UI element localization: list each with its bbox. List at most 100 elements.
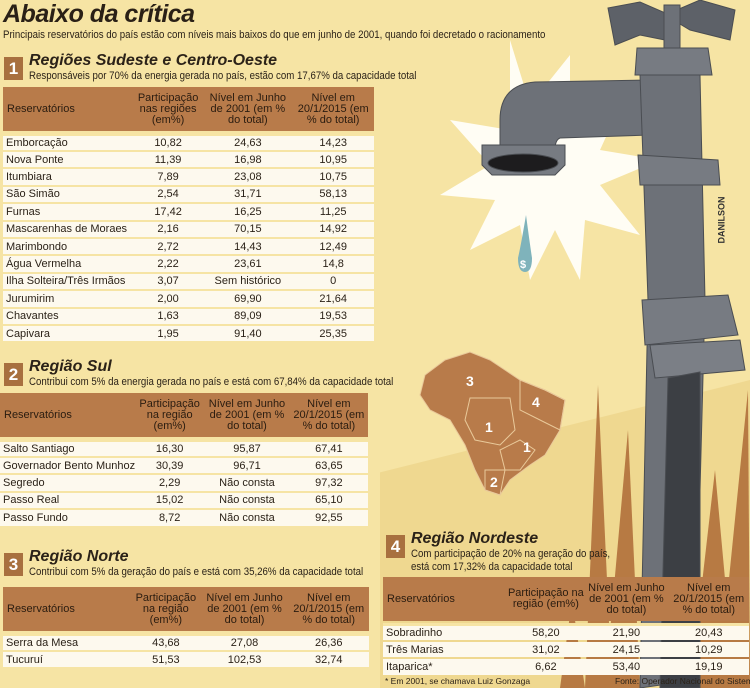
column-header: Nível em 20/1/2015 (em % do total) (289, 393, 368, 437)
cell-value: 14,43 (203, 238, 293, 255)
cell-value: 2,22 (132, 256, 204, 272)
table-row: Emborcação 10,82 24,63 14,23 (3, 133, 374, 150)
column-header: Nível em 20/1/2015 (em % do total) (292, 87, 374, 131)
source: Fonte: Operador Nacional do Sistema (615, 676, 750, 686)
table-section-2: Reservatórios Participação na região (em%… (0, 391, 368, 528)
table-section-1: Reservatórios Participação nas regiões (e… (3, 85, 374, 343)
cell-value: 89,09 (203, 308, 293, 324)
map-label-1b: 1 (523, 439, 531, 455)
reservoir-name: Ilha Solteira/Três Irmãos (3, 273, 133, 290)
cell-value: 25,35 (292, 325, 374, 342)
column-header: Participação na região (em%) (131, 587, 201, 631)
cell-value: 2,00 (132, 291, 204, 307)
cell-value: 17,42 (132, 204, 204, 220)
cell-value: 91,40 (203, 325, 293, 342)
cell-value: 23,08 (203, 169, 293, 185)
table-row: São Simão 2,54 31,71 58,13 (3, 186, 374, 203)
faucet-icon (481, 0, 746, 688)
reservoir-name: Passo Real (0, 492, 136, 509)
reservoir-name: Capivara (3, 325, 133, 342)
section-desc: Contribui com 5% da geração do país e es… (29, 566, 364, 578)
reservoir-name: Mascarenhas de Moraes (3, 221, 133, 237)
cell-value: 11,39 (132, 152, 204, 168)
table-row: Três Marias 31,02 24,15 10,29 (383, 642, 749, 658)
reservoir-name: Serra da Mesa (3, 633, 132, 650)
cell-value: 2,54 (132, 186, 204, 203)
cell-value: 10,29 (668, 642, 749, 658)
column-header: Nível em 20/1/2015 (em % do total) (288, 587, 369, 631)
reservoir-name: Governador Bento Munhoz (0, 458, 136, 474)
table-row: Ilha Solteira/Três Irmãos 3,07 Sem históri… (3, 273, 374, 290)
table-section-3: Reservatórios Participação na região (em%… (3, 585, 369, 669)
reservoir-name: Itaparica* (383, 659, 508, 675)
map-label-3: 3 (466, 373, 474, 389)
cell-value: 10,95 (292, 152, 374, 168)
table-row: Serra da Mesa 43,68 27,08 26,36 (3, 633, 369, 650)
table-row: Passo Fundo 8,72 Não consta 92,55 (0, 510, 368, 526)
cell-value: 10,75 (292, 169, 374, 185)
cell-value: 26,36 (288, 633, 369, 650)
cell-value: 10,82 (132, 133, 204, 150)
column-header: Participação na região (em%) (507, 577, 585, 621)
cell-value: 6,62 (507, 659, 585, 675)
column-header: Participação nas regiões (em%) (132, 87, 204, 131)
cell-value: 16,30 (135, 439, 205, 456)
cell-value: 2,16 (132, 221, 204, 237)
table-row: Segredo 2,29 Não consta 97,32 (0, 475, 368, 491)
section-number: 4 (386, 535, 405, 558)
water-drop-icon (518, 215, 532, 272)
table-row: Marimbondo 2,72 14,43 12,49 (3, 238, 374, 255)
section-title: Região Norte (29, 548, 129, 565)
cell-value: 32,74 (288, 652, 369, 668)
column-header: Participação na região (em%) (135, 393, 205, 437)
map-label-4: 4 (532, 394, 540, 410)
cell-value: 24,63 (203, 133, 293, 150)
cell-value: 0 (292, 273, 374, 290)
cell-value: 97,32 (289, 475, 368, 491)
cell-value: 31,02 (507, 642, 585, 658)
table-row: Capivara 1,95 91,40 25,35 (3, 325, 374, 342)
cell-value: 21,64 (292, 291, 374, 307)
column-header: Reservatórios (383, 577, 508, 621)
reservoir-name: Sobradinho (383, 623, 508, 640)
cell-value: 21,90 (584, 623, 669, 640)
cell-value: 14,8 (292, 256, 374, 272)
section-title: Região Sul (29, 358, 112, 375)
cell-value: 1,95 (132, 325, 204, 342)
table-row: Sobradinho 58,20 21,90 20,43 (383, 623, 749, 640)
cell-value: 69,90 (203, 291, 293, 307)
map-label-1: 1 (485, 419, 493, 435)
table-row: Mascarenhas de Moraes 2,16 70,15 14,92 (3, 221, 374, 237)
page-title: Abaixo da crítica (3, 0, 195, 28)
reservoir-name: Marimbondo (3, 238, 133, 255)
cell-value: Não consta (204, 510, 290, 526)
cell-value: Sem histórico (203, 273, 293, 290)
section-number: 1 (4, 57, 23, 80)
table-header-row: Reservatórios Participação na região (em%… (0, 393, 368, 437)
reservoir-name: Itumbiara (3, 169, 133, 185)
table-row: Passo Real 15,02 Não consta 65,10 (0, 492, 368, 509)
table-row: Itaparica* 6,62 53,40 19,19 (383, 659, 749, 675)
dollar-sign: $ (520, 259, 526, 271)
table-row: Itumbiara 7,89 23,08 10,75 (3, 169, 374, 185)
section-desc: Contribui com 5% da energia gerada no pa… (29, 376, 394, 388)
reservoir-name: Água Vermelha (3, 256, 133, 272)
cell-value: 1,63 (132, 308, 204, 324)
table-row: Nova Ponte 11,39 16,98 10,95 (3, 152, 374, 168)
cell-value: 15,02 (135, 492, 205, 509)
cell-value: 58,20 (507, 623, 585, 640)
reservoir-name: Três Marias (383, 642, 508, 658)
cell-value: 96,71 (204, 458, 290, 474)
cell-value: 19,19 (668, 659, 749, 675)
cell-value: 31,71 (203, 186, 293, 203)
section-title: Regiões Sudeste e Centro-Oeste (29, 52, 278, 69)
map-label-2: 2 (490, 474, 498, 490)
table-row: Chavantes 1,63 89,09 19,53 (3, 308, 374, 324)
reservoir-name: Tucuruí (3, 652, 132, 668)
reservoir-name: Nova Ponte (3, 152, 133, 168)
reservoir-name: Chavantes (3, 308, 133, 324)
cell-value: 14,23 (292, 133, 374, 150)
section-desc: Responsáveis por 70% da energia gerada n… (29, 70, 417, 82)
artist-signature: DANILSON (716, 196, 727, 244)
cell-value: 43,68 (131, 633, 201, 650)
